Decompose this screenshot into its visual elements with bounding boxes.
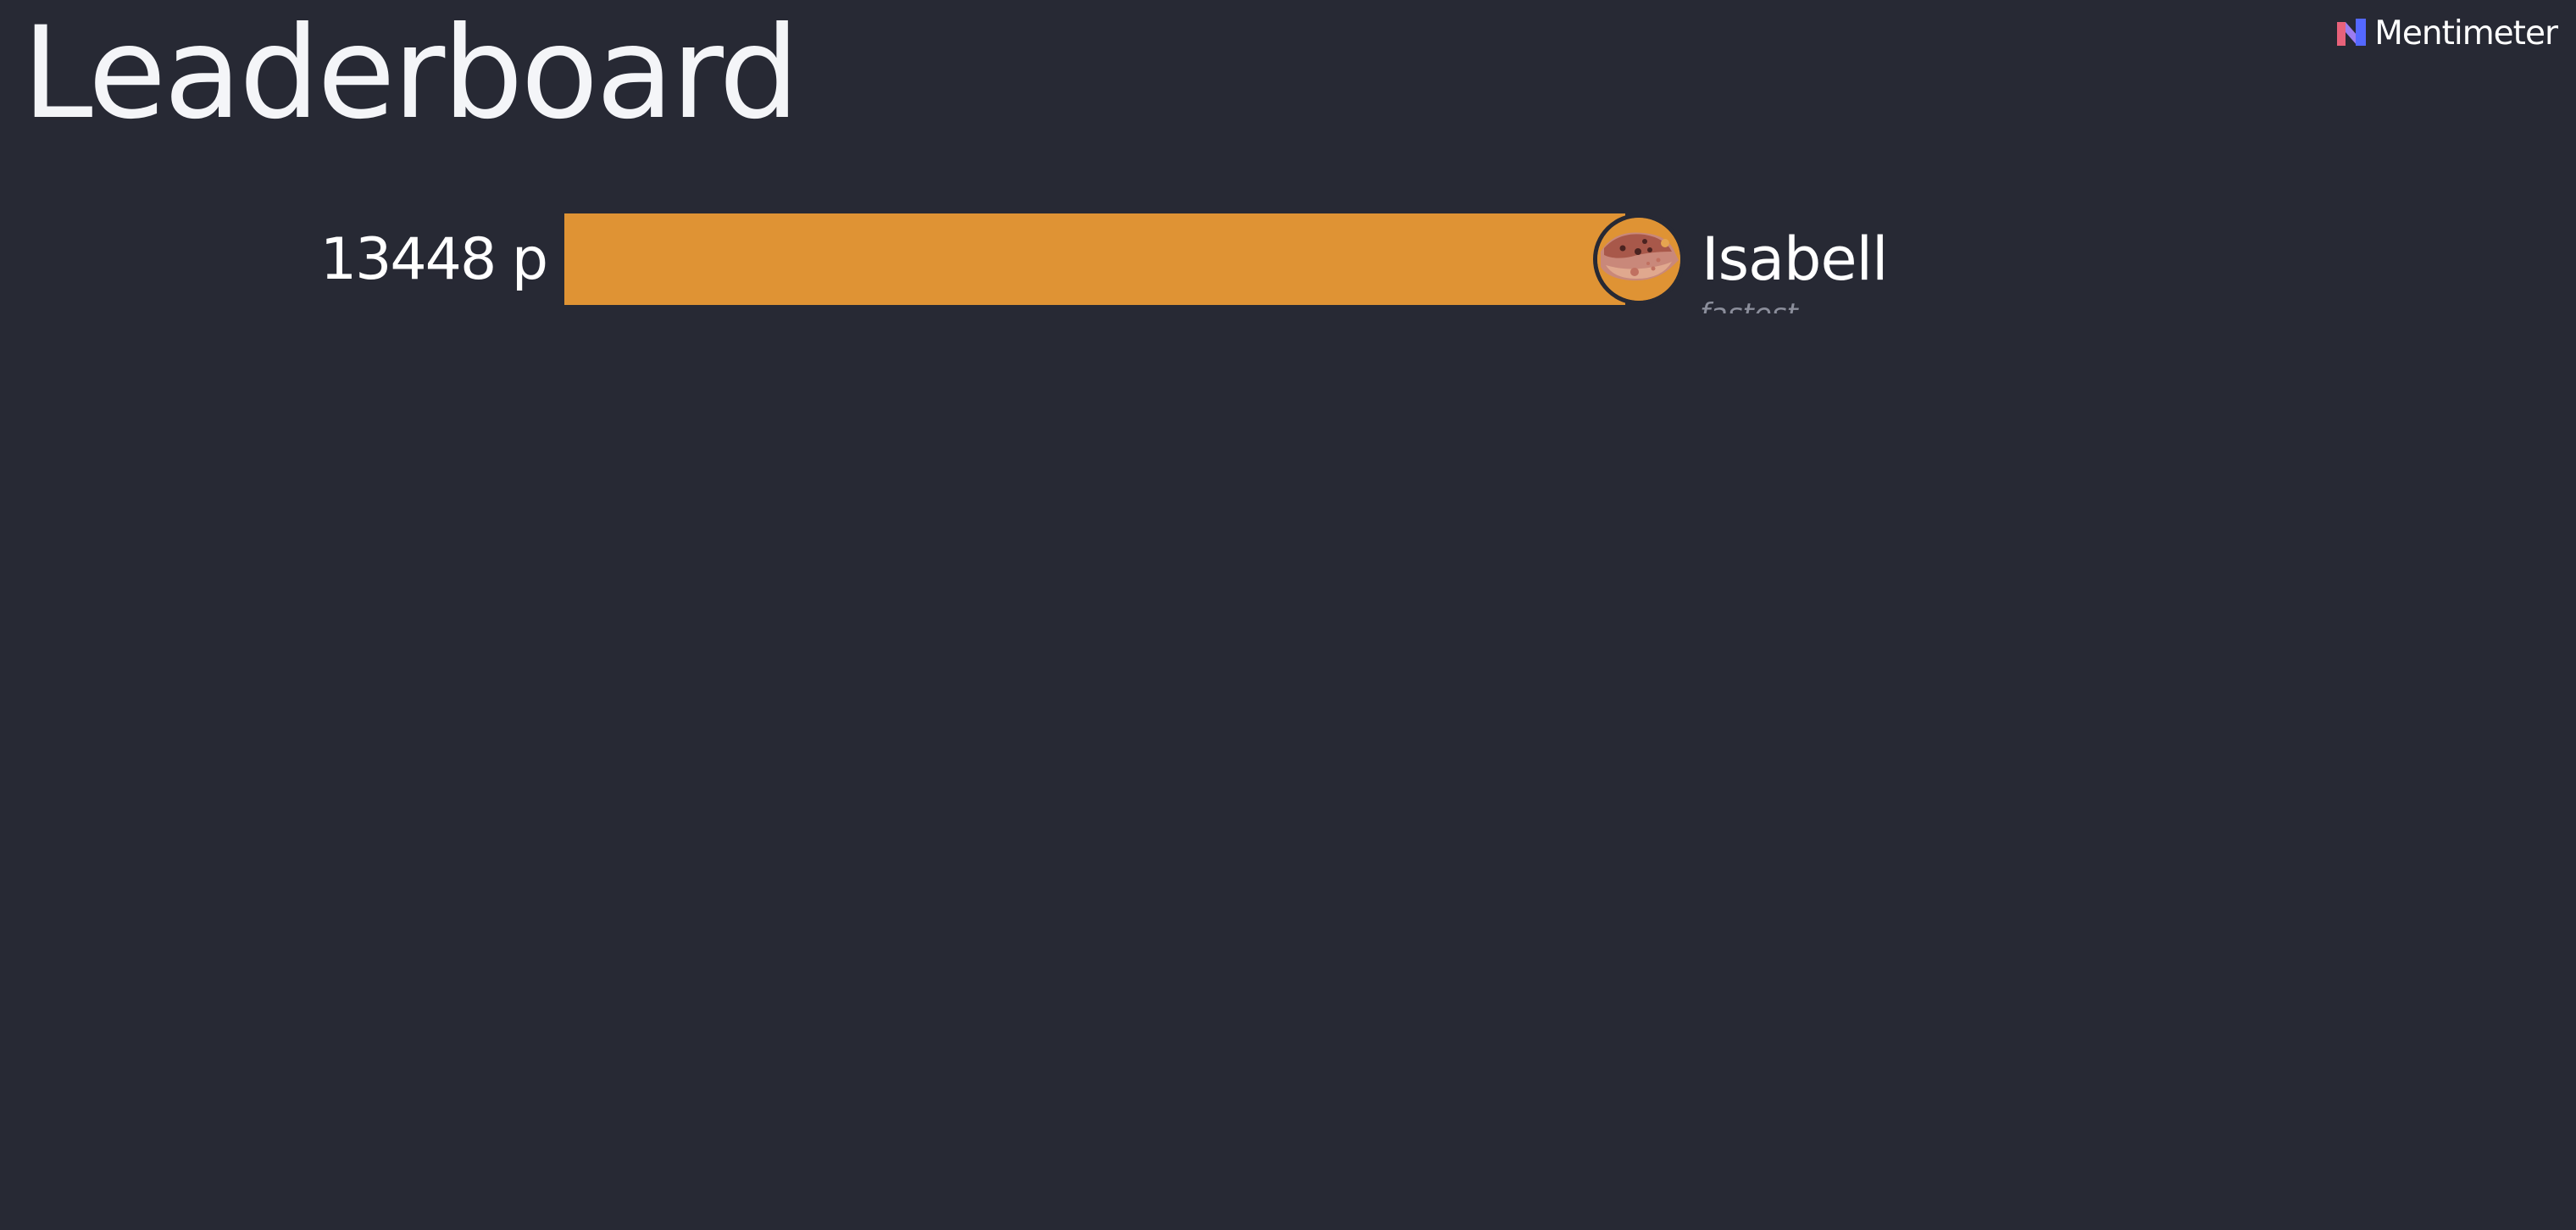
score-label: 13448 p bbox=[319, 225, 548, 293]
brand-logo: Mentimeter bbox=[2337, 14, 2558, 53]
score-bar-track bbox=[564, 213, 1625, 305]
cookie-avatar-icon bbox=[1593, 213, 1685, 305]
brand-name: Mentimeter bbox=[2374, 14, 2558, 53]
leaderboard-row: 13448 p Isabell fastest bbox=[0, 213, 2576, 349]
mentimeter-logo-icon bbox=[2337, 19, 2367, 46]
page-title: Leaderboard bbox=[22, 0, 799, 147]
participant-name: Isabell bbox=[1702, 224, 1888, 294]
participant-tag-text: fastest bbox=[1700, 298, 1798, 313]
score-bar bbox=[564, 213, 1625, 305]
participant-tag: fastest bbox=[1700, 298, 1954, 313]
